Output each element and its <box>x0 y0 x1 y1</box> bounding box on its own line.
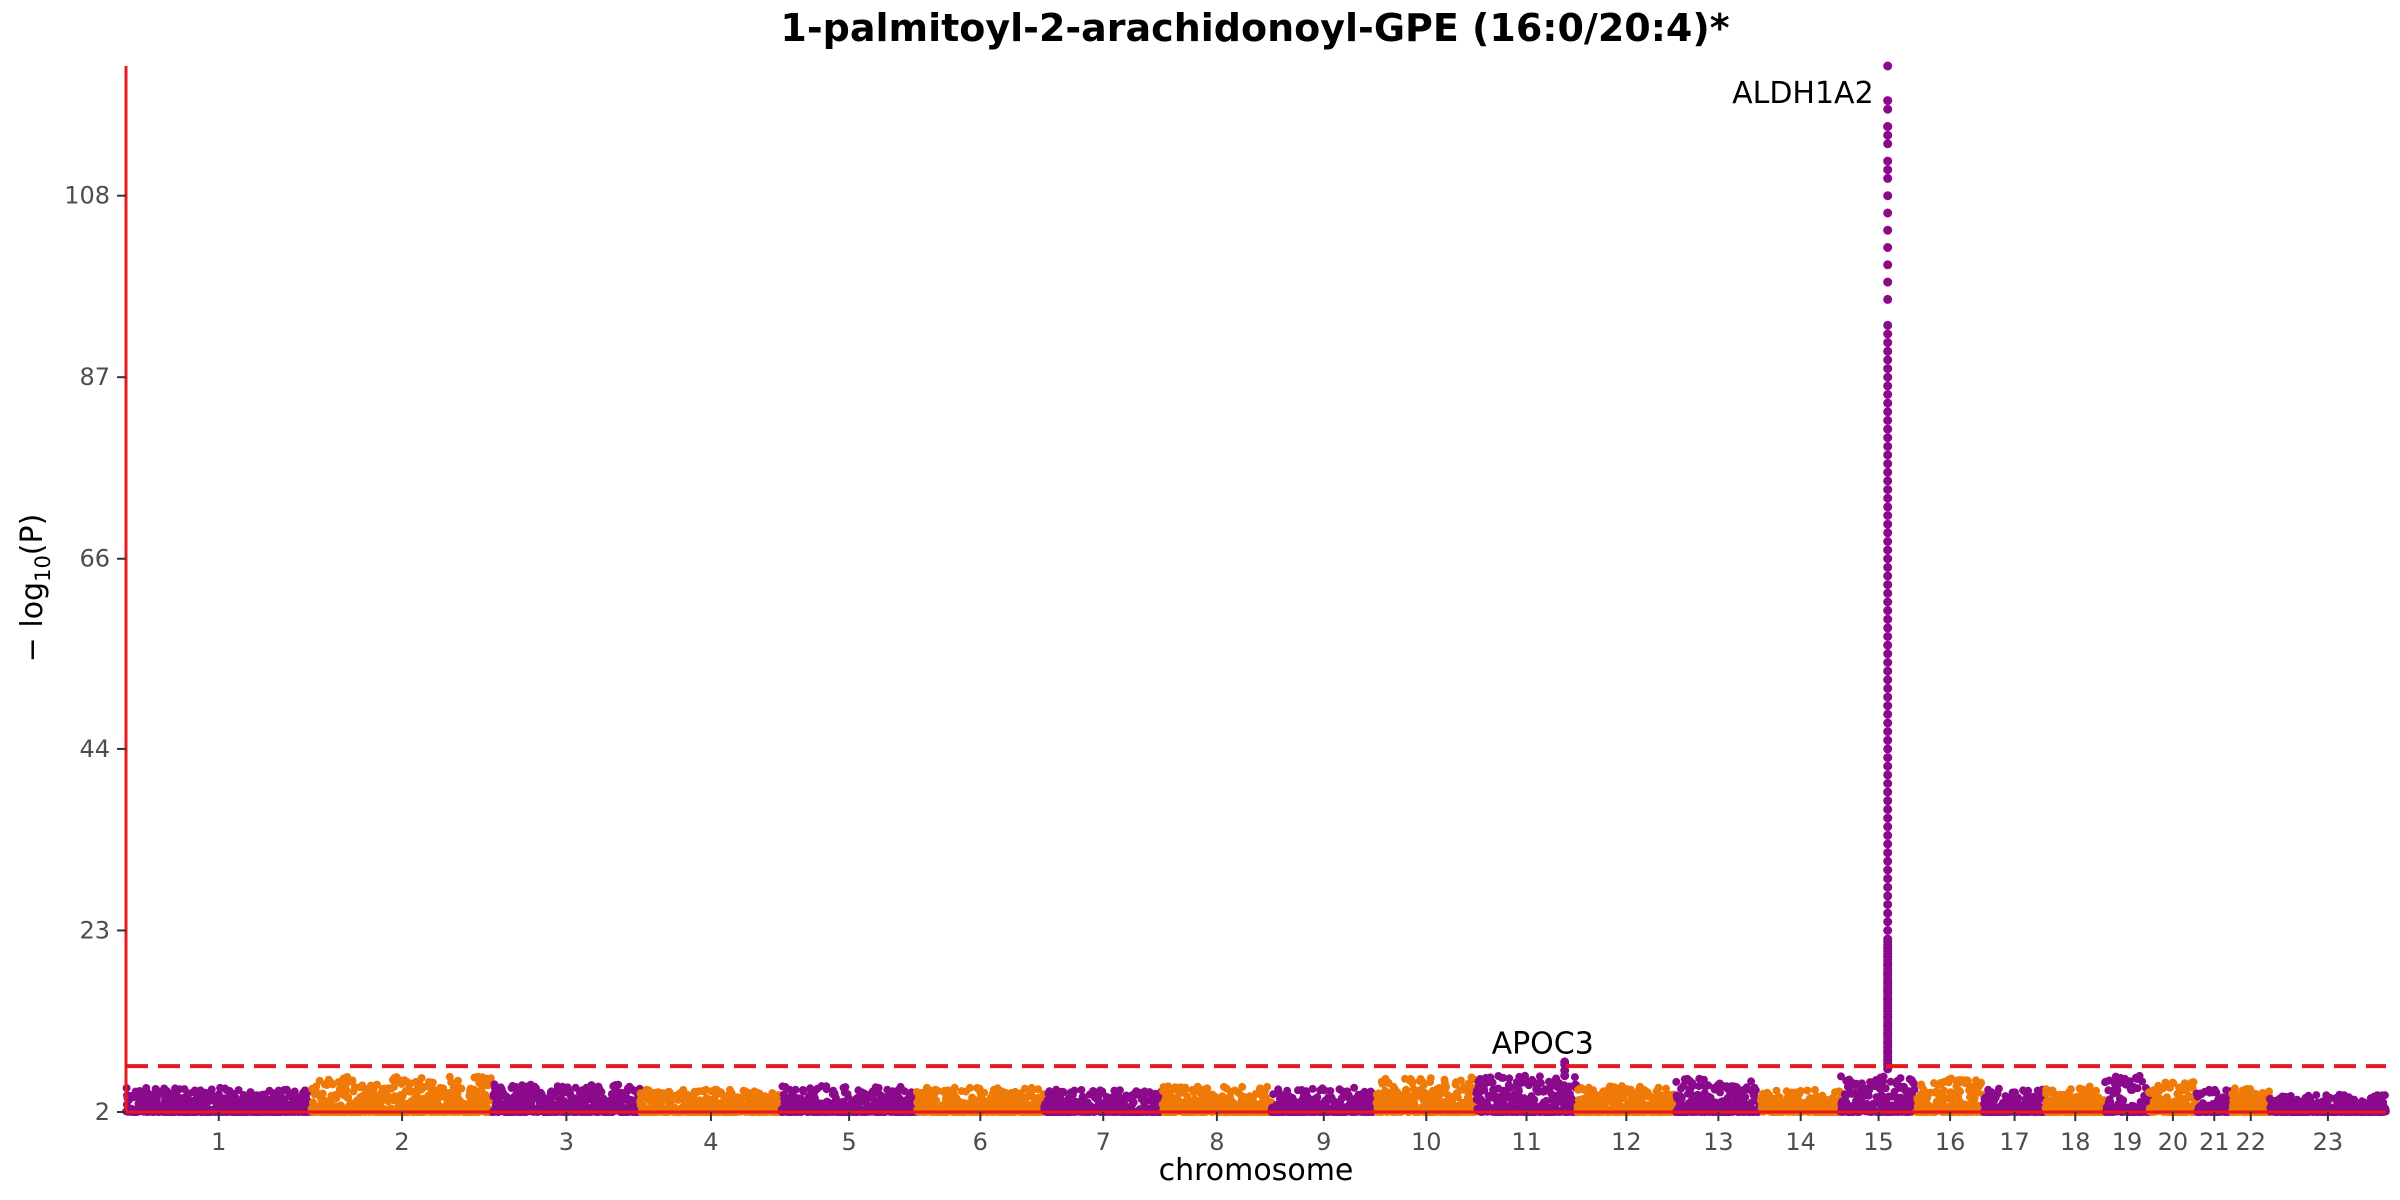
snp-point <box>1442 1082 1450 1091</box>
snp-point <box>1505 1074 1514 1083</box>
snp-point <box>312 1082 321 1091</box>
snp-point <box>1313 1093 1322 1102</box>
snp-point <box>486 1074 495 1083</box>
snp-point <box>1803 1086 1812 1095</box>
snp-point <box>1077 1086 1086 1094</box>
snp-point <box>932 1096 941 1105</box>
snp-point <box>1028 1092 1037 1101</box>
chromosome-13-points <box>1672 1074 1765 1116</box>
snp-point <box>201 1088 210 1097</box>
snp-point <box>207 1085 216 1094</box>
snp-point <box>457 1084 466 1093</box>
snp-point <box>318 1089 327 1098</box>
snp-point <box>1020 1084 1029 1093</box>
snp-point <box>1269 1090 1278 1099</box>
snp-point <box>933 1086 942 1095</box>
snp-point <box>1426 1074 1435 1083</box>
snp-point <box>1129 1098 1138 1107</box>
snp-point <box>1070 1086 1079 1095</box>
snp-point <box>1535 1072 1544 1081</box>
snp-point <box>614 1080 623 1089</box>
snp-point <box>1456 1076 1465 1085</box>
snp-point <box>810 1094 819 1103</box>
snp-point <box>1751 1086 1760 1095</box>
snp-point <box>1059 1088 1068 1097</box>
snp-point <box>1570 1073 1579 1082</box>
snp-point <box>841 1083 850 1092</box>
chromosome-10-points <box>1372 1073 1480 1116</box>
snp-point <box>342 1086 351 1095</box>
snp-point <box>1203 1084 1212 1093</box>
snp-point <box>874 1084 883 1092</box>
snp-point <box>428 1078 437 1087</box>
chart-title: 1-palmitoyl-2-arachidonoyl-GPE (16:0/20:… <box>780 6 1730 50</box>
snp-point <box>950 1083 959 1092</box>
snp-point <box>481 1091 490 1099</box>
snp-point <box>511 1083 520 1091</box>
snp-point <box>1672 1077 1681 1086</box>
snp-point <box>791 1085 800 1094</box>
points-layer <box>122 61 2390 1116</box>
snp-point <box>234 1086 243 1095</box>
snp-point <box>1308 1084 1317 1093</box>
snp-point <box>417 1074 426 1083</box>
snp-point <box>1238 1082 1247 1091</box>
snp-point <box>1034 1085 1043 1094</box>
snp-point <box>420 1083 429 1091</box>
snp-point <box>822 1085 831 1094</box>
snp-point <box>1263 1082 1272 1091</box>
snp-point <box>373 1080 381 1089</box>
chromosome-2-points <box>307 1072 497 1116</box>
snp-point <box>454 1076 462 1085</box>
snp-point <box>1514 1087 1523 1096</box>
snp-point <box>799 1087 808 1096</box>
snp-point <box>1181 1083 1190 1092</box>
snp-point <box>348 1076 357 1085</box>
snp-point <box>597 1088 606 1097</box>
snp-point <box>290 1087 299 1096</box>
snp-point <box>785 1085 794 1094</box>
snp-point <box>1115 1086 1124 1095</box>
snp-point <box>1350 1083 1359 1092</box>
snp-point <box>980 1088 989 1097</box>
snp-point <box>727 1089 736 1098</box>
snp-point <box>1488 1078 1497 1087</box>
snp-point <box>1741 1093 1750 1102</box>
snp-point <box>439 1084 448 1093</box>
snp-point <box>965 1083 974 1092</box>
snp-point <box>1654 1083 1663 1092</box>
